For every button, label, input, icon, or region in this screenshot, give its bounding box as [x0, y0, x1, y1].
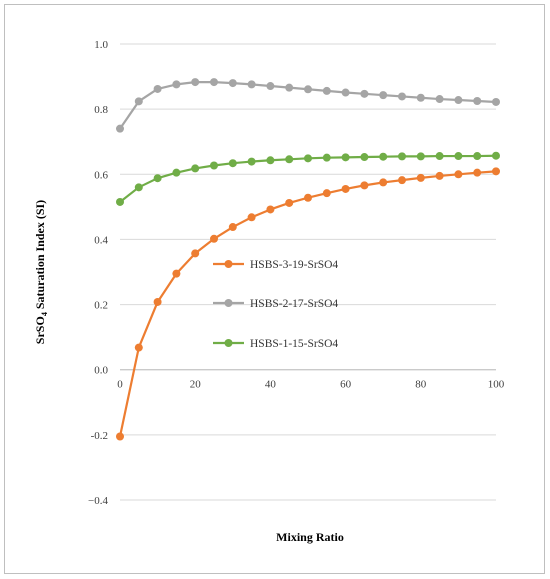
- data-point: [473, 168, 482, 177]
- data-point: [210, 161, 218, 170]
- data-point: [247, 80, 256, 89]
- y-tick-labels: −0.4 -0.2 0.0 0.2 0.4 0.6 0.8 1.0: [88, 39, 108, 507]
- legend-label: HSBS-3-19-SrSO4: [250, 259, 338, 271]
- x-tick-label: 80: [415, 379, 427, 391]
- data-point: [473, 97, 482, 105]
- data-point: [416, 152, 425, 161]
- series-HSBS-3-19-SrSO4: [116, 167, 500, 441]
- y-tick-label: −0.4: [88, 495, 108, 507]
- data-point: [228, 223, 237, 232]
- data-point: [416, 173, 425, 182]
- data-point: [266, 205, 275, 214]
- y-tick-label: 0.8: [94, 104, 108, 116]
- x-tick-labels: 0 20 40 60 80 100: [117, 379, 505, 391]
- y-axis-title: SrSO4 Saturation Index (SI): [33, 200, 49, 344]
- data-point: [153, 174, 162, 183]
- data-point: [304, 193, 312, 202]
- data-point: [210, 234, 218, 243]
- legend-label: HSBS-1-15-SrSO4: [250, 338, 338, 350]
- data-point: [210, 78, 218, 87]
- data-point: [322, 189, 331, 198]
- data-point: [191, 164, 200, 173]
- x-tick-label: 60: [340, 379, 352, 391]
- y-tick-label: 0.2: [94, 300, 108, 312]
- data-point: [266, 156, 275, 165]
- y-tick-label: 0.4: [94, 234, 108, 246]
- x-tick-label: 40: [265, 379, 277, 391]
- data-point: [134, 343, 143, 352]
- y-axis-title-part-2: Saturation Index (SI): [33, 200, 47, 312]
- data-point: [435, 95, 444, 104]
- data-point: [153, 84, 162, 93]
- x-tick-label: 20: [190, 379, 202, 391]
- data-point: [191, 249, 200, 258]
- data-point: [134, 97, 143, 106]
- data-point: [341, 153, 350, 162]
- data-point: [285, 83, 294, 92]
- data-point: [172, 269, 181, 278]
- data-point: [266, 82, 275, 91]
- data-point: [322, 86, 331, 95]
- data-point: [228, 159, 237, 168]
- data-point: [247, 157, 256, 166]
- y-axis-title-subscript: 4: [40, 312, 49, 316]
- series-HSBS-1-15-SrSO4: [116, 151, 500, 206]
- data-point: [228, 79, 237, 88]
- data-point: [360, 181, 369, 190]
- x-tick-label: 0: [117, 379, 123, 391]
- legend: HSBS-3-19-SrSO4 HSBS-2-17-SrSO4 HSBS-1-15-…: [213, 259, 338, 350]
- data-point: [285, 155, 294, 164]
- y-tick-label: 0.0: [94, 365, 108, 377]
- legend-swatch-marker: [224, 260, 233, 268]
- data-point: [360, 153, 369, 162]
- data-point: [492, 167, 500, 176]
- data-point: [153, 297, 162, 306]
- data-point: [134, 183, 143, 192]
- data-point: [492, 151, 500, 160]
- data-point: [398, 152, 406, 161]
- gridlines: [120, 43, 496, 501]
- data-point: [473, 152, 482, 161]
- data-point: [435, 152, 444, 161]
- data-point: [116, 124, 124, 133]
- data-point: [341, 88, 350, 97]
- data-point: [116, 432, 124, 441]
- legend-swatch-marker: [224, 299, 233, 307]
- y-tick-label: 0.6: [94, 169, 108, 181]
- data-point: [454, 170, 463, 179]
- data-point: [435, 171, 444, 180]
- data-point: [454, 152, 463, 161]
- data-point: [379, 91, 388, 100]
- y-tick-label: 1.0: [94, 39, 108, 51]
- legend-swatch-marker: [224, 339, 233, 347]
- data-point: [172, 80, 181, 89]
- data-point: [398, 92, 406, 101]
- data-point: [360, 89, 369, 98]
- x-axis-title: Mixing Ratio: [276, 530, 344, 544]
- data-point: [341, 184, 350, 193]
- data-point: [191, 78, 200, 87]
- data-point: [304, 154, 312, 163]
- series-layer: [116, 78, 500, 441]
- data-point: [416, 93, 425, 102]
- data-point: [322, 153, 331, 162]
- legend-label: HSBS-2-17-SrSO4: [250, 298, 338, 310]
- data-point: [492, 97, 500, 106]
- data-point: [116, 197, 124, 206]
- data-point: [379, 178, 388, 187]
- data-point: [379, 152, 388, 161]
- x-tick-label: 100: [488, 379, 505, 391]
- data-point: [285, 198, 294, 207]
- data-point: [247, 213, 256, 222]
- data-point: [172, 168, 181, 177]
- y-tick-label: -0.2: [91, 430, 108, 442]
- data-point: [304, 85, 312, 94]
- y-axis-title-part-1: SrSO: [33, 316, 47, 344]
- series-HSBS-2-17-SrSO4: [116, 78, 500, 133]
- data-point: [398, 176, 406, 185]
- data-point: [454, 96, 463, 105]
